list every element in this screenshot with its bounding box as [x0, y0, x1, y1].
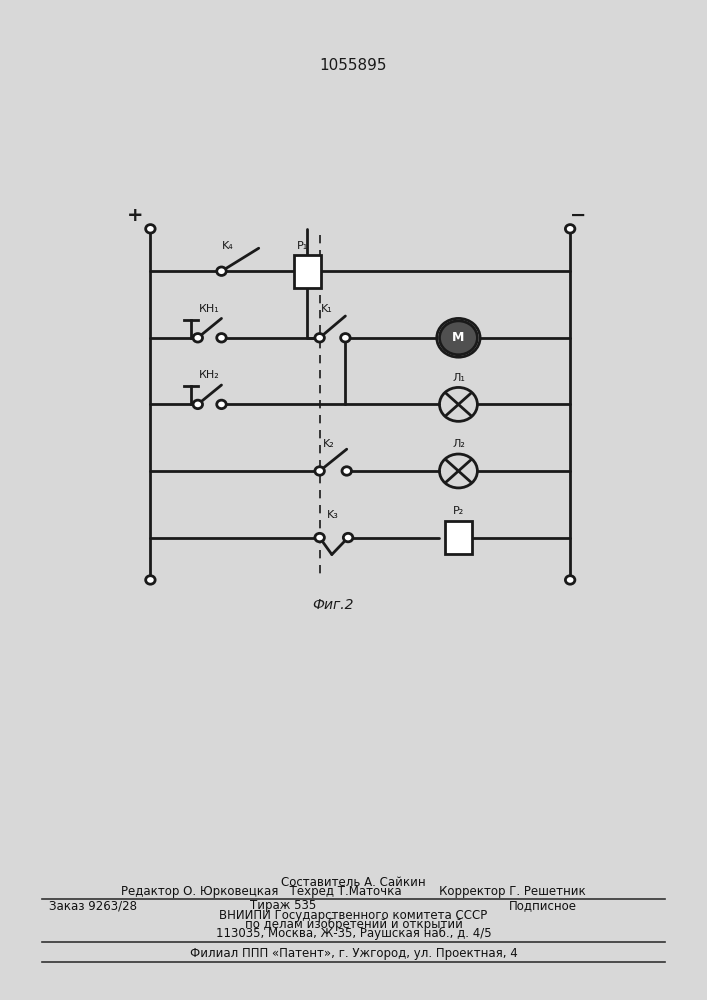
Circle shape: [315, 467, 325, 475]
Text: ВНИИПИ Государственного комитета СССР: ВНИИПИ Государственного комитета СССР: [219, 908, 488, 922]
Circle shape: [217, 334, 226, 342]
Circle shape: [566, 576, 575, 584]
Text: КН₁: КН₁: [199, 304, 220, 314]
Bar: [445, 521, 472, 554]
Circle shape: [146, 225, 155, 233]
Text: М: М: [452, 331, 464, 344]
Circle shape: [193, 334, 202, 342]
Circle shape: [566, 225, 575, 233]
Text: по делам изобретений и открытий: по делам изобретений и открытий: [245, 917, 462, 931]
Circle shape: [342, 467, 351, 475]
Text: 1055895: 1055895: [320, 57, 387, 73]
Text: Л₂: Л₂: [452, 439, 465, 449]
Bar: [294, 255, 321, 288]
Circle shape: [440, 321, 477, 355]
Text: K₁: K₁: [321, 304, 333, 314]
Text: 113035, Москва, Ж-35, Раушская наб., д. 4/5: 113035, Москва, Ж-35, Раушская наб., д. …: [216, 926, 491, 940]
Text: Редактор О. Юрковецкая   Техред Т.Маточка          Корректор Г. Решетник: Редактор О. Юрковецкая Техред Т.Маточка …: [121, 884, 586, 898]
Text: +: +: [127, 206, 144, 225]
Text: −: −: [570, 206, 586, 225]
Text: Заказ 9263/28: Заказ 9263/28: [49, 900, 137, 912]
Circle shape: [193, 400, 202, 409]
Circle shape: [217, 400, 226, 409]
Circle shape: [146, 576, 155, 584]
Text: Фиг.2: Фиг.2: [312, 598, 354, 612]
Text: K₄: K₄: [221, 241, 233, 251]
Text: P₂: P₂: [452, 506, 464, 516]
Text: Филиал ППП «Патент», г. Ужгород, ул. Проектная, 4: Филиал ППП «Патент», г. Ужгород, ул. Про…: [189, 946, 518, 960]
Text: Тираж 535: Тираж 535: [250, 900, 316, 912]
Circle shape: [217, 267, 226, 275]
Text: K₂: K₂: [323, 439, 335, 449]
Text: K₃: K₃: [327, 510, 338, 520]
Circle shape: [315, 533, 325, 542]
Text: Составитель А. Сайкин: Составитель А. Сайкин: [281, 876, 426, 888]
Circle shape: [437, 318, 480, 357]
Text: КН₂: КН₂: [199, 370, 220, 380]
Circle shape: [344, 533, 353, 542]
Circle shape: [315, 334, 325, 342]
Text: Л₁: Л₁: [452, 373, 465, 383]
Text: Подписное: Подписное: [509, 900, 577, 912]
Circle shape: [341, 334, 350, 342]
Text: P₁: P₁: [298, 241, 308, 251]
